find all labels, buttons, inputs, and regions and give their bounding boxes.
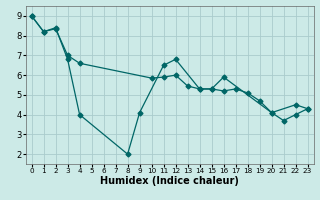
X-axis label: Humidex (Indice chaleur): Humidex (Indice chaleur)	[100, 176, 239, 186]
